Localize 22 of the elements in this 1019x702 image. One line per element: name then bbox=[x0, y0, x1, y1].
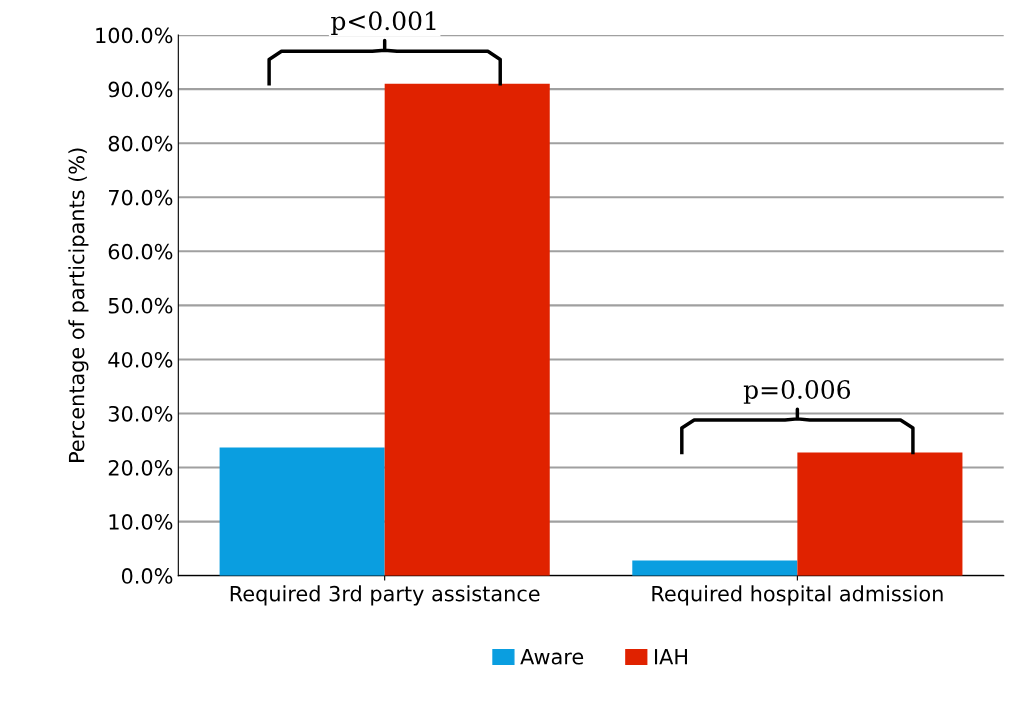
x-tick-label: Required hospital admission bbox=[652, 585, 943, 606]
y-tick-label: 10.0% bbox=[109, 514, 173, 530]
annotation: p<0.001 bbox=[331, 11, 436, 36]
y-tick-label: 0.0% bbox=[121, 568, 173, 584]
x-tick-label: Required 3rd party assistance bbox=[230, 585, 540, 606]
y-tick-label: 70.0% bbox=[108, 189, 173, 206]
bar bbox=[797, 452, 963, 576]
bar bbox=[384, 83, 550, 576]
y-tick-label: 100.0% bbox=[96, 27, 173, 44]
y-tick-label: 30.0% bbox=[108, 405, 173, 422]
bar bbox=[219, 447, 385, 576]
legend-label: IAH bbox=[655, 649, 687, 665]
y-tick-label: 40.0% bbox=[108, 351, 173, 368]
y-tick-label: 60.0% bbox=[108, 243, 173, 260]
legend-label: Aware bbox=[520, 649, 584, 665]
annotation: p=0.006 bbox=[743, 379, 851, 404]
y-tick-label: 80.0% bbox=[108, 135, 173, 152]
bar bbox=[632, 560, 798, 576]
y-tick-label: 90.0% bbox=[108, 81, 173, 98]
y-axis-title: Percentage of participants (%) bbox=[68, 148, 89, 462]
y-tick-label: 20.0% bbox=[108, 459, 173, 476]
y-tick-label: 50.0% bbox=[108, 297, 173, 314]
